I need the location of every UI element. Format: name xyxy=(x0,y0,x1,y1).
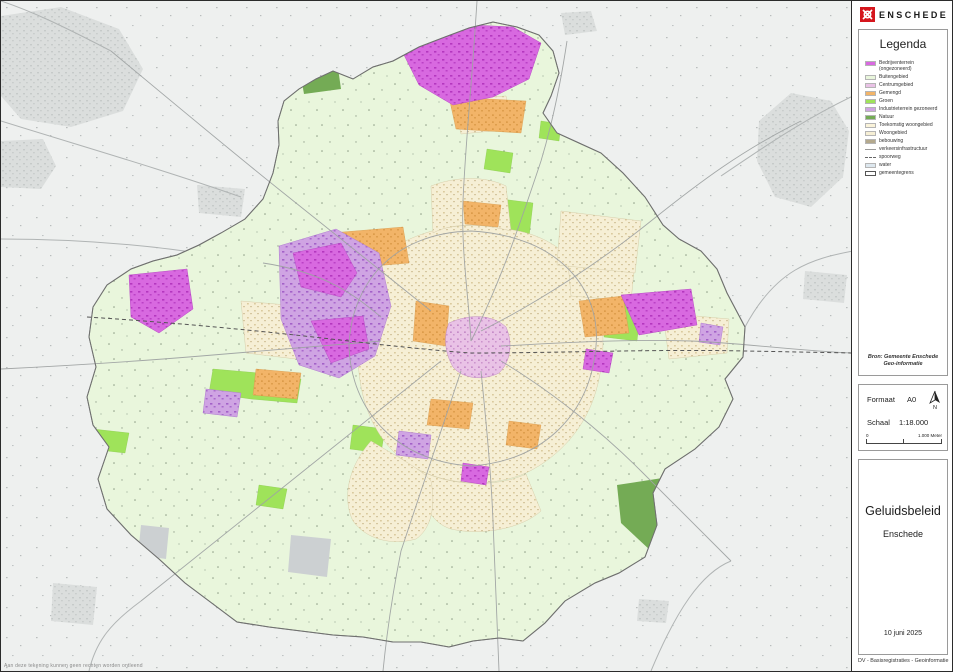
scale-label: Schaal xyxy=(867,418,890,427)
format-label: Formaat xyxy=(867,395,895,404)
municipality-boundary xyxy=(86,21,746,648)
legend-item: Bedrijventerrein (ongezoneerd) xyxy=(865,60,947,72)
legend-source-line2: Geo-informatie xyxy=(883,361,923,367)
legend-item-label: bebouwing xyxy=(879,138,904,144)
north-arrow-icon: N xyxy=(929,390,941,411)
legend-item: verkeersinfrastructuur xyxy=(865,146,947,152)
legend-swatch-outline xyxy=(865,171,876,176)
legend-swatch-swatch xyxy=(865,131,876,136)
legend-source: Bron: Gemeente Enschede Geo-informatie xyxy=(859,354,947,368)
enschede-logo-icon xyxy=(860,7,875,22)
legend-item: Woongebied xyxy=(865,130,947,136)
legend-item: bebouwing xyxy=(865,138,947,144)
map-date: 10 juni 2025 xyxy=(883,630,923,637)
legend-item-label: verkeersinfrastructuur xyxy=(879,146,928,152)
legend-item-label: water xyxy=(879,162,892,168)
legend-swatch-swatch xyxy=(865,123,876,128)
city-roads-layer xyxy=(1,1,851,671)
legend-title: Legenda xyxy=(879,37,927,51)
legend-swatch-swatch xyxy=(865,61,876,66)
scalebar: 0 1.000 Meter xyxy=(866,433,942,444)
legend-item: Natuur xyxy=(865,114,947,120)
map-title: Geluidsbeleid xyxy=(865,504,941,518)
legend-items: Bedrijventerrein (ongezoneerd) Buitengebi… xyxy=(865,60,947,176)
legend-item: Gemengd xyxy=(865,90,947,96)
enschede-logo: ENSCHEDE xyxy=(860,7,948,22)
legend-source-line1: Bron: Gemeente Enschede xyxy=(867,354,939,360)
legend-swatch-swatch xyxy=(865,91,876,96)
side-panel: ENSCHEDE Legenda Bedrijventerrein (ongez… xyxy=(853,1,952,671)
legend-panel: Legenda Bedrijventerrein (ongezoneerd) Bu… xyxy=(858,29,948,376)
legend-item: Toekomstig woongebied xyxy=(865,122,947,128)
legend-item-label: Gemengd xyxy=(879,90,901,96)
legend-swatch-swatch xyxy=(865,139,876,144)
legend-item-label: gemeentegrens xyxy=(879,170,914,176)
logo-text: ENSCHEDE xyxy=(879,9,949,20)
legend-item-label: Woongebied xyxy=(879,130,907,136)
legend-item-label: spoorweg xyxy=(879,154,901,160)
railway-line xyxy=(86,316,851,354)
legend-item: gemeentegrens xyxy=(865,170,947,176)
department-footer: DV - Basisregistraties - Geoinformatie xyxy=(858,658,949,664)
scale-value: 1:18.000 xyxy=(899,418,929,427)
scalebar-start-label: 0 xyxy=(866,433,869,438)
legend-item: spoorweg xyxy=(865,154,947,160)
legend-swatch-swatch xyxy=(865,163,876,168)
legend-item-label: Industrieterrein gezoneerd xyxy=(879,106,938,112)
legend-swatch-swatch xyxy=(865,83,876,88)
legend-item-label: Centrumgebied xyxy=(879,82,914,88)
business-park-areas-layer xyxy=(128,24,698,486)
legend-item-label: Buitengebied xyxy=(879,74,909,80)
legend-item: Centrumgebied xyxy=(865,82,947,88)
format-value: A0 xyxy=(907,395,917,404)
map-disclaimer: Aan deze tekening kunnen geen rechten wo… xyxy=(4,663,143,669)
legend-item-label: Groen xyxy=(879,98,893,104)
neighbouring-towns-layer xyxy=(1,7,849,625)
legend-swatch-dashed-line xyxy=(865,157,876,158)
legend-item-label: Toekomstig woongebied xyxy=(879,122,933,128)
legend-item: Groen xyxy=(865,98,947,104)
legend-item: Buitengebied xyxy=(865,74,947,80)
legend-item-label: Natuur xyxy=(879,114,895,120)
north-label: N xyxy=(933,405,937,411)
noise-policy-map[interactable] xyxy=(1,1,852,671)
scalebar-end-label: 1.000 Meter xyxy=(917,433,942,438)
map-subtitle: Enschede xyxy=(882,529,924,539)
legend-item: Industrieterrein gezoneerd xyxy=(865,106,947,112)
map-canvas[interactable]: Aan deze tekening kunnen geen rechten wo… xyxy=(1,1,852,671)
legend-item: water xyxy=(865,162,947,168)
legend-swatch-swatch xyxy=(865,99,876,104)
format-panel: Formaat A0 N Schaal 1:18.000 0 1.000 Met… xyxy=(858,384,948,451)
scalebar-bar xyxy=(866,439,942,444)
legend-swatch-swatch xyxy=(865,75,876,80)
title-panel: Geluidsbeleid Enschede 10 juni 2025 xyxy=(858,459,948,655)
legend-swatch-swatch xyxy=(865,107,876,112)
legend-swatch-line xyxy=(865,149,876,150)
city-centre-area xyxy=(445,316,511,379)
legend-swatch-swatch xyxy=(865,115,876,120)
legend-item-label: Bedrijventerrein (ongezoneerd) xyxy=(879,60,915,72)
